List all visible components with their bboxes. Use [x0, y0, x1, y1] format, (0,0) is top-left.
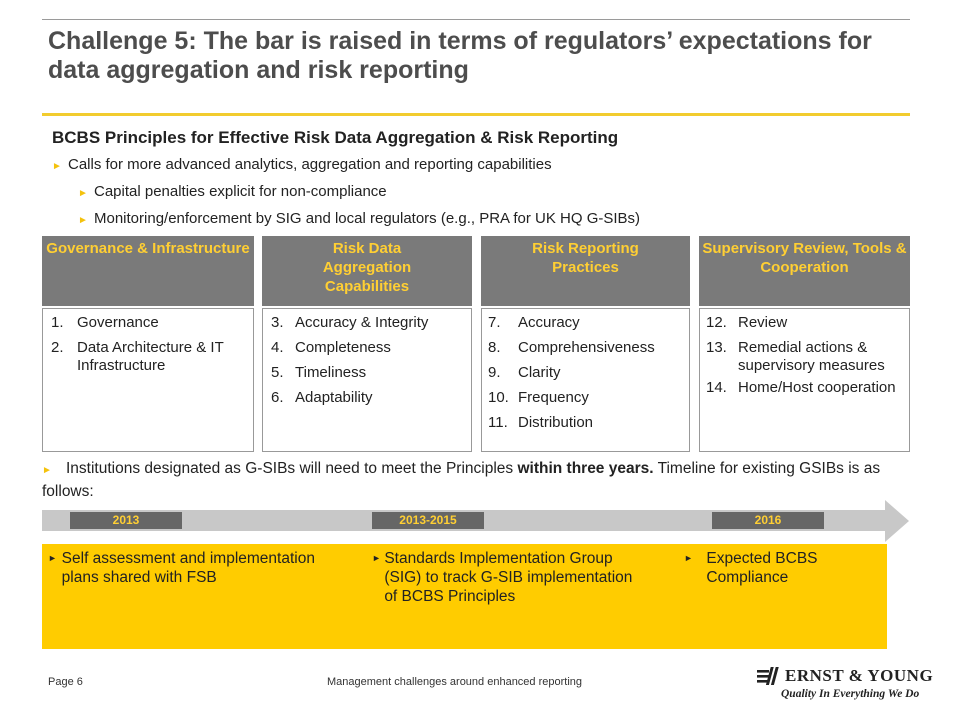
list-item: 6. Adaptability [271, 389, 373, 406]
column-box-aggregation: 3. Accuracy & Integrity 4. Completeness 5.… [262, 308, 472, 452]
list-item: 8. Comprehensiveness [488, 339, 655, 356]
timeline-item-2013-2015: ► Standards Implementation Group (SIG) to… [372, 550, 633, 605]
timeline-details-panel [42, 544, 887, 649]
ey-logo-icon [757, 667, 779, 685]
list-item: 5. Timeliness [271, 364, 367, 381]
column-header-supervisory: Supervisory Review, Tools & Cooperation [699, 236, 910, 306]
column-box-reporting: 7. Accuracy 8. Comprehensiveness 9. Clarity… [481, 308, 690, 452]
list-item: 4. Completeness [271, 339, 391, 356]
gsib-timeline-intro: ► Institutions designated as G-SIBs will … [42, 460, 881, 500]
column-header-reporting: Risk Reporting Practices [481, 236, 690, 306]
timeline-item-2016: ► Expected BCBS Compliance [684, 550, 818, 586]
ey-tagline: Quality In Everything We Do [781, 688, 920, 700]
column-header-governance: Governance & Infrastructure [42, 236, 254, 306]
timeline-label-2016: 2016 [712, 512, 824, 529]
list-item: 2. Data Architecture & IT Infrastructure [51, 339, 224, 374]
bullet-1: ► Calls for more advanced analytics, aggr… [52, 156, 552, 176]
list-item: 10. Frequency [488, 389, 589, 406]
list-item: 3. Accuracy & Integrity [271, 314, 429, 331]
bullet-3: ► Monitoring/enforcement by SIG and local… [78, 210, 640, 230]
title-underline [42, 113, 910, 116]
ey-brand-name: ERNST & YOUNG [785, 666, 934, 685]
top-rule [42, 19, 910, 20]
bullet-arrow-icon: ► [78, 188, 88, 199]
bullet-2: ► Capital penalties explicit for non-comp… [78, 183, 387, 203]
bullet-arrow-icon: ► [42, 465, 52, 476]
timeline-arrowhead-icon [885, 500, 909, 542]
bullet-arrow-icon: ► [684, 553, 693, 563]
list-item: 9. Clarity [488, 364, 561, 381]
bullet-arrow-icon: ► [78, 215, 88, 226]
list-item: 13. Remedial actions & supervisory measur… [706, 339, 885, 374]
column-box-supervisory: 12. Review 13. Remedial actions & supervis… [699, 308, 910, 452]
section-subtitle: BCBS Principles for Effective Risk Data … [52, 128, 619, 147]
page-title: Challenge 5: The bar is raised in terms … [48, 27, 872, 84]
bullet-arrow-icon: ► [48, 553, 57, 563]
column-box-governance: 1. Governance 2. Data Architecture & IT In… [42, 308, 254, 452]
bullet-arrow-icon: ► [52, 161, 62, 172]
footer-caption: Management challenges around enhanced re… [327, 676, 583, 688]
bullet-arrow-icon: ► [372, 553, 381, 563]
list-item: 12. Review [706, 314, 788, 331]
timeline-label-2013-2015: 2013-2015 [372, 512, 484, 529]
list-item: 7. Accuracy [488, 314, 580, 331]
list-item: 14. Home/Host cooperation [706, 379, 896, 396]
list-item: 1. Governance [51, 314, 159, 331]
timeline-label-2013: 2013 [70, 512, 182, 529]
timeline-item-2013: ► Self assessment and implementation plan… [48, 550, 315, 586]
page-number: Page 6 [48, 676, 83, 688]
column-header-aggregation: Risk Data Aggregation Capabilities [262, 236, 472, 306]
list-item: 11. Distribution [488, 414, 594, 431]
